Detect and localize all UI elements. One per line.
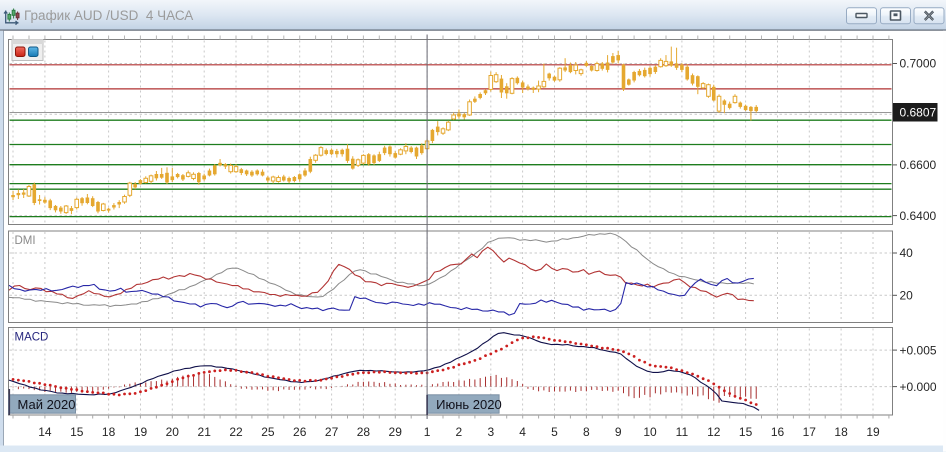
- svg-text:28: 28: [357, 425, 371, 439]
- svg-text:18: 18: [102, 425, 116, 439]
- svg-text:16: 16: [771, 425, 785, 439]
- svg-text:15: 15: [70, 425, 84, 439]
- svg-text:0.6600: 0.6600: [900, 158, 937, 172]
- svg-text:+0.005: +0.005: [900, 343, 937, 357]
- svg-text:DMI: DMI: [15, 235, 36, 247]
- svg-text:11: 11: [676, 425, 689, 439]
- svg-text:22: 22: [229, 425, 243, 439]
- svg-text:0.7000: 0.7000: [900, 57, 937, 71]
- svg-text:19: 19: [866, 425, 880, 439]
- svg-text:0.6807: 0.6807: [900, 106, 937, 120]
- svg-text:14: 14: [38, 425, 52, 439]
- svg-text:2: 2: [456, 425, 463, 439]
- svg-text:17: 17: [803, 425, 817, 439]
- svg-text:40: 40: [900, 246, 914, 260]
- svg-text:График AUD /USD 4 ЧАСА: График AUD /USD 4 ЧАСА: [24, 8, 193, 23]
- svg-text:1: 1: [424, 425, 431, 439]
- svg-text:4: 4: [519, 425, 526, 439]
- svg-text:27: 27: [325, 425, 339, 439]
- svg-text:20: 20: [900, 289, 914, 303]
- svg-text:+0.000: +0.000: [900, 380, 937, 394]
- svg-text:8: 8: [583, 425, 590, 439]
- svg-text:21: 21: [198, 425, 212, 439]
- svg-text:9: 9: [615, 425, 622, 439]
- svg-text:3: 3: [487, 425, 494, 439]
- svg-text:MACD: MACD: [15, 332, 49, 344]
- svg-text:5: 5: [551, 425, 558, 439]
- svg-text:15: 15: [739, 425, 753, 439]
- svg-text:10: 10: [643, 425, 657, 439]
- svg-text:19: 19: [134, 425, 148, 439]
- svg-text:18: 18: [834, 425, 848, 439]
- svg-text:20: 20: [166, 425, 180, 439]
- svg-text:Май 2020: Май 2020: [18, 397, 76, 412]
- svg-text:12: 12: [707, 425, 721, 439]
- svg-text:Июнь 2020: Июнь 2020: [436, 397, 502, 412]
- svg-text:0.6400: 0.6400: [900, 209, 937, 223]
- svg-text:29: 29: [389, 425, 403, 439]
- svg-text:25: 25: [261, 425, 275, 439]
- svg-text:26: 26: [293, 425, 307, 439]
